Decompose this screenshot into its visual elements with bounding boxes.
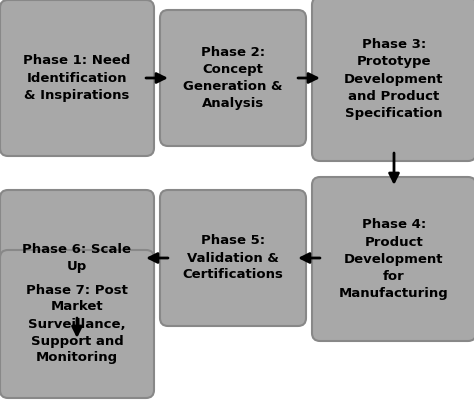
FancyBboxPatch shape [312, 177, 474, 341]
Text: Phase 1: Need
Identification
& Inspirations: Phase 1: Need Identification & Inspirati… [23, 54, 131, 102]
FancyBboxPatch shape [0, 0, 154, 156]
FancyBboxPatch shape [312, 0, 474, 161]
Text: Phase 2:
Concept
Generation &
Analysis: Phase 2: Concept Generation & Analysis [183, 46, 283, 110]
FancyBboxPatch shape [160, 10, 306, 146]
FancyBboxPatch shape [0, 250, 154, 398]
Text: Phase 3:
Prototype
Development
and Product
Specification: Phase 3: Prototype Development and Produ… [344, 38, 444, 120]
Text: Phase 5:
Validation &
Certifications: Phase 5: Validation & Certifications [182, 234, 283, 282]
Text: Phase 6: Scale
Up: Phase 6: Scale Up [22, 243, 131, 273]
Text: Phase 4:
Product
Development
for
Manufacturing: Phase 4: Product Development for Manufac… [339, 218, 449, 300]
Text: Phase 7: Post
Market
Surveillance,
Support and
Monitoring: Phase 7: Post Market Surveillance, Suppo… [26, 284, 128, 364]
FancyBboxPatch shape [0, 190, 154, 326]
FancyBboxPatch shape [160, 190, 306, 326]
